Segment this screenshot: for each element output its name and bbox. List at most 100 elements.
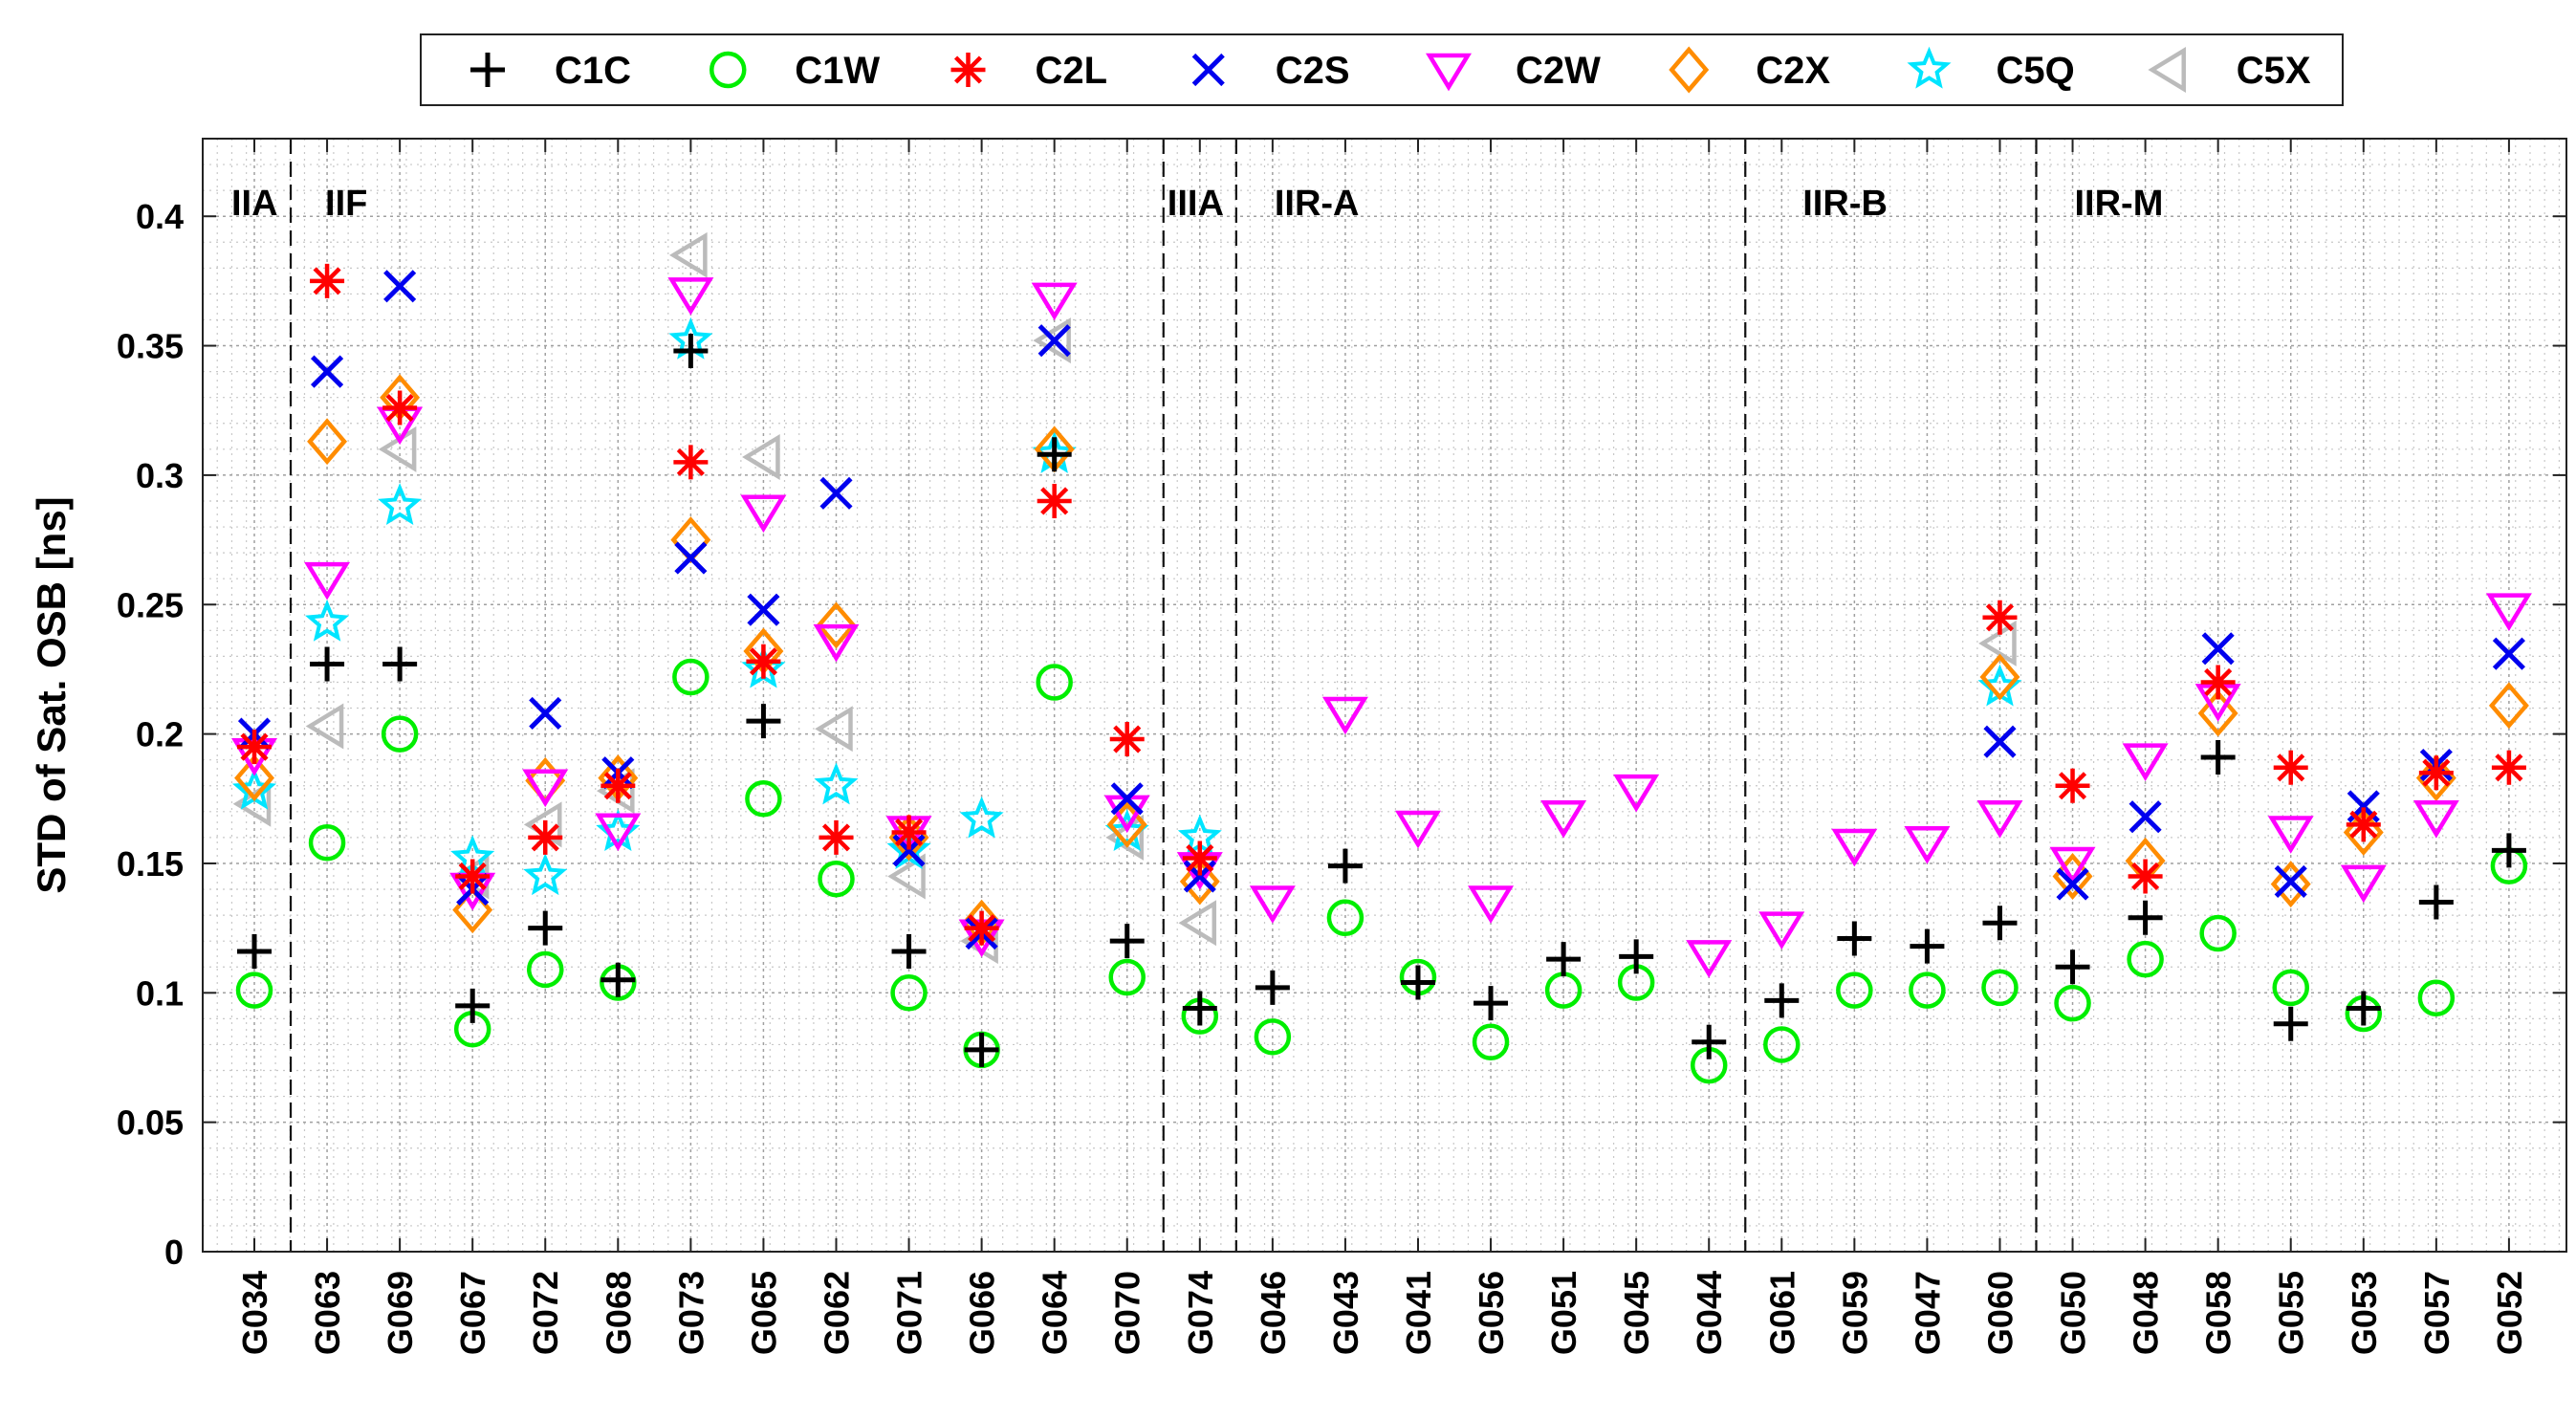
point-c5x-g065	[742, 433, 780, 480]
legend-marker-c5x	[2148, 47, 2186, 93]
point-c2w-g047	[1904, 826, 1951, 864]
point-c1c-g066	[964, 1032, 999, 1067]
x-tick-label: G072	[526, 1271, 565, 1355]
point-c2l-g071	[891, 815, 927, 850]
x-tick-label: G043	[1326, 1271, 1365, 1355]
axes-frame	[202, 138, 2567, 1253]
point-c2x-g052	[2488, 682, 2529, 730]
point-c2x-g070	[1106, 800, 1147, 848]
x-tick-label: G064	[1036, 1271, 1075, 1355]
point-c1w-g064	[1036, 664, 1073, 701]
point-c5x-g071	[887, 853, 926, 900]
point-c5x-g062	[815, 706, 853, 753]
point-c2w-g059	[1831, 828, 1878, 867]
x-tick-label: G034	[235, 1271, 274, 1355]
point-c2w-g046	[1249, 885, 1296, 924]
point-c2w-g056	[1468, 885, 1515, 924]
group-label: IIA	[231, 184, 278, 224]
legend-marker-c2s	[1191, 53, 1225, 87]
y-tick-label: 0	[164, 1233, 184, 1272]
point-c1c-g047	[1910, 928, 1945, 964]
point-c2s-g058	[2201, 632, 2235, 666]
point-c1c-g055	[2273, 1006, 2308, 1041]
y-tick-label: 0.3	[136, 456, 184, 495]
point-c1w-g056	[1472, 1023, 1510, 1060]
point-c1c-g063	[310, 646, 345, 682]
x-tick-label: G059	[1835, 1271, 1874, 1355]
point-c2l-g050	[2055, 768, 2090, 803]
x-tick-label: G073	[671, 1271, 710, 1355]
point-c2s-g072	[529, 696, 562, 731]
point-c1c-g074	[1182, 991, 1217, 1026]
y-tick-label: 0.4	[136, 197, 184, 236]
x-tick-label: G066	[963, 1271, 1002, 1355]
x-tick-label: G069	[381, 1271, 420, 1355]
y-tick-label: 0.05	[117, 1103, 184, 1143]
point-c1w-g072	[526, 950, 564, 989]
x-tick-label: G067	[453, 1271, 492, 1355]
point-c1c-g056	[1474, 986, 1509, 1021]
point-c1c-g048	[2128, 900, 2163, 935]
point-c1c-g051	[1546, 942, 1582, 977]
point-c2x-g062	[816, 601, 857, 649]
x-tick-label: G074	[1181, 1271, 1220, 1355]
point-c2w-g061	[1758, 911, 1805, 950]
point-c2l-g066	[964, 910, 999, 946]
data-marks	[231, 231, 2532, 1084]
point-c5x-g073	[669, 231, 708, 278]
x-tick-label: G051	[1544, 1271, 1583, 1355]
legend-label-c2s: C2S	[1276, 50, 1350, 92]
point-c1c-g043	[1327, 848, 1363, 884]
y-axis-label: STD of Sat. OSB [ns]	[29, 496, 74, 893]
point-c2l-g074	[1182, 840, 1217, 876]
point-c5q-g066	[959, 796, 1004, 839]
point-c1w-g062	[818, 860, 855, 898]
group-label: IIR-M	[2075, 184, 2164, 224]
point-c2w-g051	[1540, 799, 1587, 839]
point-c2l-g052	[2491, 750, 2526, 785]
point-c1c-g071	[891, 933, 927, 969]
point-c2w-g060	[1976, 799, 2023, 839]
x-tick-label: G063	[308, 1271, 347, 1355]
point-c2x-g058	[2197, 689, 2238, 737]
point-c2w-g057	[2412, 799, 2459, 839]
legend-label-c5x: C5X	[2237, 50, 2311, 92]
point-c5x-g074	[1178, 900, 1217, 947]
point-c1w-g069	[381, 715, 419, 753]
point-c2s-g050	[2056, 867, 2089, 901]
x-tick-label: G057	[2417, 1271, 2456, 1355]
point-c1w-g073	[672, 658, 709, 696]
y-tick-label: 0.1	[136, 973, 184, 1013]
x-tick-label: G050	[2054, 1271, 2093, 1355]
point-c2s-g055	[2274, 864, 2307, 898]
point-c1w-g059	[1836, 971, 1873, 1009]
legend-label-c1w: C1W	[795, 50, 880, 92]
point-c1c-g050	[2055, 950, 2090, 985]
point-c1c-g045	[1619, 939, 1654, 974]
point-c2w-g043	[1321, 696, 1368, 735]
point-c1c-g058	[2200, 739, 2236, 775]
point-c2s-g069	[383, 270, 417, 303]
x-tick-label: G053	[2345, 1271, 2384, 1355]
point-c5x-g064	[1033, 317, 1071, 364]
point-c2l-g070	[1109, 722, 1145, 757]
point-c2l-g067	[455, 859, 491, 894]
point-c2w-g044	[1686, 940, 1733, 978]
point-c2w-g065	[740, 494, 787, 534]
point-c5q-g072	[523, 853, 568, 896]
group-label: IIR-A	[1275, 184, 1360, 224]
point-c1c-g072	[528, 910, 563, 946]
x-tick-label: G061	[1762, 1271, 1801, 1355]
legend-marker-c5q	[1907, 46, 1952, 89]
x-tick-label: G058	[2199, 1271, 2238, 1355]
legend-label-c2x: C2X	[1756, 50, 1830, 92]
point-c1w-g065	[745, 780, 782, 818]
point-c1c-g057	[2418, 884, 2454, 920]
group-labels: IIA IIF IIIA IIR-A IIR-B IIR-M	[231, 184, 2163, 224]
point-c2l-g057	[2418, 755, 2454, 791]
point-c1w-g071	[890, 974, 928, 1012]
group-label: IIIA	[1168, 184, 1224, 224]
point-c1c-g034	[237, 933, 273, 969]
